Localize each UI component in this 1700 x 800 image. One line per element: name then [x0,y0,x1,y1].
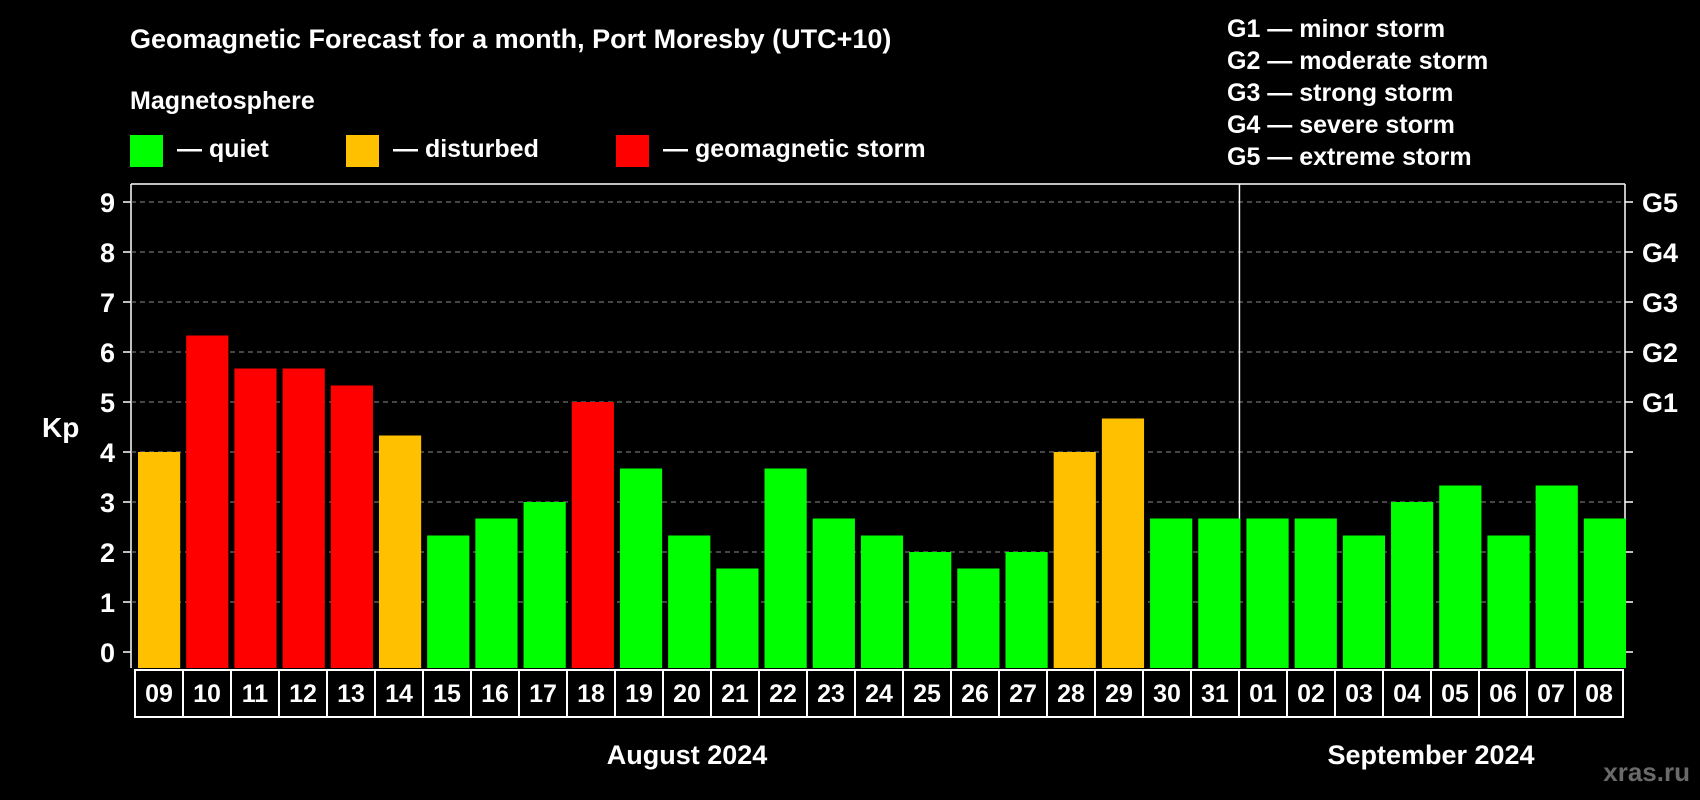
y-tick-label-9: 9 [100,188,115,218]
bar-28 [1053,452,1096,668]
bar-14 [378,435,422,668]
date-label-21: 21 [721,680,749,708]
date-label-08: 08 [1585,680,1613,708]
legend-label-2: — geomagnetic storm [663,135,926,163]
date-label-14: 14 [385,680,413,708]
storm-scale-item-2: G3 — strong storm [1227,79,1453,107]
date-label-20: 20 [673,680,701,708]
bar-17 [523,502,566,668]
legend-swatch-2 [616,135,649,167]
bar-01 [1246,518,1289,668]
date-label-17: 17 [529,680,557,708]
bar-30 [1150,518,1193,668]
bar-19 [619,468,663,668]
g-level-label-g5: G5 [1642,188,1678,218]
bar-27 [1005,552,1048,668]
date-label-31: 31 [1201,680,1229,708]
date-label-27: 27 [1009,680,1037,708]
bar-25 [909,552,952,668]
y-tick-label-2: 2 [100,538,115,568]
date-label-12: 12 [289,680,317,708]
bar-26 [957,568,1000,668]
legend-swatch-1 [346,135,379,167]
date-label-18: 18 [577,680,605,708]
storm-scale-item-4: G5 — extreme storm [1227,143,1472,171]
date-label-11: 11 [242,680,269,708]
bar-06 [1487,535,1530,668]
bar-10 [186,335,229,668]
g-level-label-g1: G1 [1642,388,1678,418]
date-label-01: 01 [1249,680,1277,708]
date-label-16: 16 [481,680,509,708]
date-label-13: 13 [337,680,365,708]
y-tick-label-8: 8 [100,238,115,268]
date-label-24: 24 [865,680,893,708]
bar-09 [138,452,181,668]
g-level-label-g3: G3 [1642,288,1678,318]
date-label-30: 30 [1153,680,1181,708]
storm-scale-item-3: G4 — severe storm [1227,111,1455,139]
y-tick-label-4: 4 [100,438,115,468]
y-tick-label-3: 3 [100,488,115,518]
bar-22 [764,468,807,668]
watermark: xras.ru [1603,757,1690,787]
date-label-04: 04 [1393,680,1421,708]
date-label-07: 07 [1537,680,1565,708]
bar-29 [1101,418,1145,668]
bar-21 [716,568,759,668]
date-label-05: 05 [1441,680,1469,708]
date-label-25: 25 [913,680,941,708]
bar-02 [1294,518,1337,668]
storm-scale-item-0: G1 — minor storm [1227,15,1445,43]
date-axis-box [134,669,1624,718]
month-label-1: September 2024 [1327,740,1534,770]
date-label-06: 06 [1489,680,1517,708]
g-level-label-g2: G2 [1642,338,1678,368]
date-label-28: 28 [1057,680,1085,708]
y-tick-label-5: 5 [100,388,115,418]
bar-15 [427,535,470,668]
date-label-29: 29 [1105,680,1133,708]
bar-18 [571,402,614,668]
g-level-label-g4: G4 [1642,238,1678,268]
y-tick-label-0: 0 [100,638,115,668]
chart-title: Geomagnetic Forecast for a month, Port M… [130,24,891,54]
date-label-03: 03 [1345,680,1373,708]
bar-11 [234,368,277,668]
date-label-23: 23 [817,680,845,708]
date-label-15: 15 [433,680,461,708]
legend-label-1: — disturbed [393,135,539,163]
date-label-10: 10 [193,680,221,708]
date-label-26: 26 [961,680,989,708]
bar-24 [860,535,904,668]
date-label-02: 02 [1297,680,1325,708]
bar-04 [1391,502,1434,668]
y-tick-label-6: 6 [100,338,115,368]
chart-subtitle: Magnetosphere [130,87,315,115]
bar-23 [812,518,855,668]
bar-12 [282,368,325,668]
bar-08 [1583,518,1626,668]
bar-31 [1198,518,1241,668]
date-label-22: 22 [769,680,797,708]
bar-16 [475,518,518,668]
bar-20 [668,535,711,668]
legend-swatch-0 [130,135,163,167]
y-tick-label-7: 7 [100,288,115,318]
date-label-19: 19 [625,680,653,708]
bar-03 [1342,535,1386,668]
legend: — quiet — disturbed — geomagnetic storm [130,135,926,167]
month-label-0: August 2024 [607,740,768,770]
storm-scale-legend: G1 — minor storm G2 — moderate storm G3 — … [1227,15,1488,171]
bar-05 [1439,485,1482,668]
bar-13 [330,385,373,668]
y-axis-label: Kp [42,412,79,443]
legend-label-0: — quiet [177,135,269,163]
y-tick-label-1: 1 [100,588,115,618]
bar-07 [1535,485,1578,668]
date-label-09: 09 [145,680,173,708]
storm-scale-item-1: G2 — moderate storm [1227,47,1488,75]
